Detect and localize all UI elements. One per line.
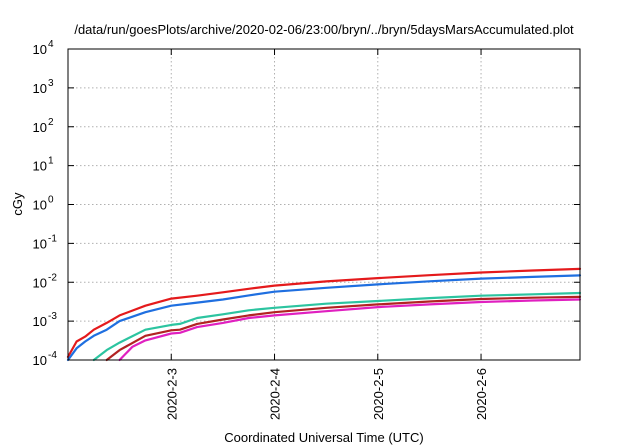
y-tick-exponent: 0 (48, 195, 54, 206)
y-tick-label: 10 (33, 198, 47, 213)
series-line-2 (66, 274, 582, 362)
y-tick-exponent: 1 (48, 156, 54, 167)
y-tick-label: 10 (33, 81, 47, 96)
series-line-1 (66, 267, 582, 358)
y-tick-exponent: 3 (48, 78, 54, 89)
y-tick-exponent: -3 (48, 311, 57, 322)
chart-title: /data/run/goesPlots/archive/2020-02-06/2… (74, 22, 574, 37)
series-line-5 (118, 298, 582, 362)
x-axis-ticks: 2020-2-3 2020-2-4 2020-2-5 2020-2-6 (164, 49, 489, 420)
x-axis-label: Coordinated Universal Time (UTC) (224, 430, 423, 445)
y-axis-label: cGy (10, 192, 25, 216)
x-tick-label: 2020-2-4 (268, 368, 283, 420)
y-tick-label: 10 (33, 120, 47, 135)
series-line-4 (105, 295, 582, 362)
y-tick-label: 10 (33, 275, 47, 290)
y-tick-label: 10 (33, 353, 47, 368)
series-lines (66, 267, 582, 362)
y-tick-exponent: -2 (48, 272, 57, 283)
series-line-3 (92, 291, 582, 362)
y-tick-label: 10 (33, 42, 47, 57)
y-tick-exponent: 4 (48, 39, 54, 50)
y-tick-exponent: 2 (48, 117, 54, 128)
y-tick-exponent: -4 (48, 350, 57, 361)
x-tick-label: 2020-2-5 (371, 368, 386, 420)
x-tick-label: 2020-2-3 (164, 368, 179, 420)
y-tick-label: 10 (33, 236, 47, 251)
x-tick-label: 2020-2-6 (474, 368, 489, 420)
y-tick-label: 10 (33, 159, 47, 174)
y-tick-exponent: -1 (48, 233, 57, 244)
y-tick-label: 10 (33, 314, 47, 329)
